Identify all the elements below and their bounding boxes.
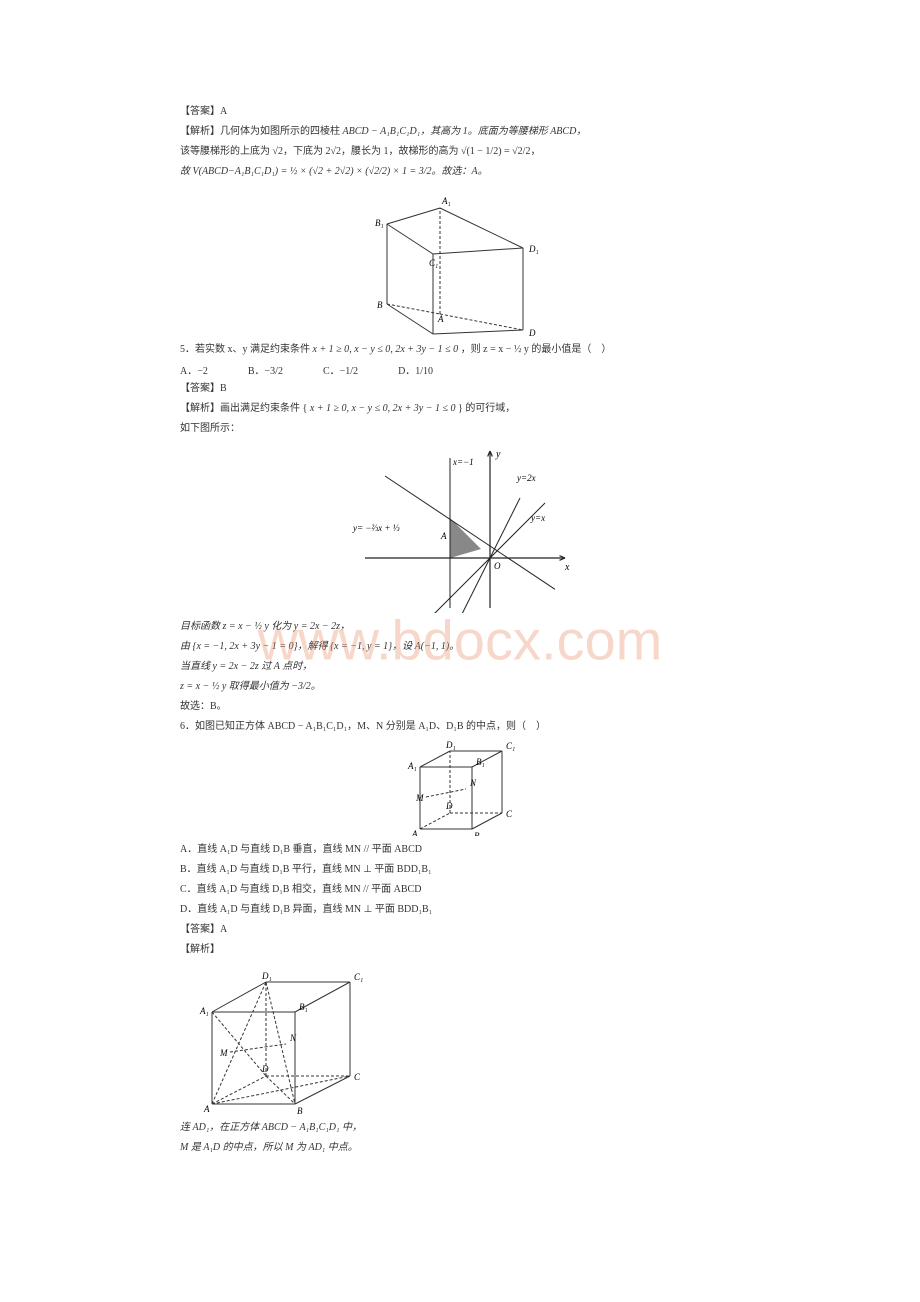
svg-text:D₁: D₁: [528, 244, 539, 254]
q5-min: z = x − ½ y 取得最小值为 −3/2。: [180, 679, 740, 695]
q5-constraint-2: 2x + 3y − 1 ≤ 0: [395, 344, 458, 355]
q4-trap-line: 该等腰梯形的上底为 √2，下底为 2√2，腰长为 1，故梯形的高为 √(1 − …: [180, 144, 740, 160]
prism-figure: ABCDA₁B₁C₁D₁: [180, 186, 740, 336]
svg-text:B₁: B₁: [299, 1002, 308, 1012]
svg-text:B: B: [377, 300, 383, 310]
svg-text:B₁: B₁: [476, 757, 485, 767]
svg-text:A: A: [203, 1104, 210, 1114]
q5-c1: x − y ≤ 0: [352, 403, 388, 414]
page: www.bdocx.com 【答案】A 【解析】几何体为如图所示的四棱柱 ABC…: [0, 0, 920, 1302]
q6-answer: 【答案】A: [180, 922, 740, 938]
q5-analysis-label: 【解析】画出满足约束条件: [180, 403, 300, 414]
q5-analysis: 【解析】画出满足约束条件 { x + 1 ≥ 0, x − y ≤ 0, 2x …: [180, 401, 740, 417]
q6-opt-c: C．直线 A₁D 与直线 D₁B 相交，直线 MN // 平面 ABCD: [180, 882, 740, 898]
svg-text:A₁: A₁: [441, 196, 451, 206]
svg-text:y=2x: y=2x: [516, 473, 536, 483]
q6-stem: 6．如图已知正方体 ABCD − A₁B₁C₁D₁，M、N 分别是 A₁D、D₁…: [180, 719, 740, 735]
svg-text:N: N: [469, 778, 477, 788]
q5-answer: 【答案】B: [180, 381, 740, 397]
q5-opt-b: B．−3/2: [248, 362, 283, 377]
svg-text:A₁: A₁: [199, 1006, 209, 1016]
svg-text:A: A: [411, 829, 418, 836]
q5-opt-c: C．−1/2: [323, 362, 358, 377]
q5-solve: 由 {x = −1, 2x + 3y − 1 = 0}，解得 {x = −1, …: [180, 639, 740, 655]
q5-stem-prefix: 5．若实数 x、y 满足约束条件: [180, 344, 310, 355]
q5-options: A．−2 B．−3/2 C．−1/2 D．1/10: [180, 362, 740, 377]
q6-opt-d: D．直线 A₁D 与直线 D₁B 异面，直线 MN ⊥ 平面 BDD₁B₁: [180, 902, 740, 918]
svg-text:C₁: C₁: [506, 741, 515, 751]
q4-prism-name: ABCD − A₁B₁C₁D₁，其高为 1。底面为等腰梯形 ABCD，: [343, 126, 587, 137]
q6-conn: 连 AD₁，在正方体 ABCD − A₁B₁C₁D₁ 中，: [180, 1120, 740, 1136]
svg-text:y= −⅔x + ⅓: y= −⅔x + ⅓: [352, 523, 400, 533]
q5-pick: 故选：B。: [180, 699, 740, 715]
svg-text:D₁: D₁: [261, 971, 272, 981]
q5-opt-a: A．−2: [180, 362, 208, 377]
cube-large-figure: A B C D A₁ B₁ C₁ D₁ M N: [190, 964, 740, 1114]
q6-opt-a: A．直线 A₁D 与直线 D₁B 垂直，直线 MN // 平面 ABCD: [180, 842, 740, 858]
svg-text:B: B: [297, 1106, 303, 1114]
q5-as-shown: 如下图所示：: [180, 421, 740, 437]
svg-text:O: O: [494, 561, 501, 571]
svg-text:B: B: [474, 831, 480, 836]
q5-opt-d: D．1/10: [398, 362, 433, 377]
svg-text:A₁: A₁: [407, 761, 417, 771]
svg-text:x=−1: x=−1: [452, 457, 474, 467]
svg-text:C: C: [354, 1072, 361, 1082]
q6-opt-b: B．直线 A₁D 与直线 D₁B 平行，直线 MN ⊥ 平面 BDD₁B₁: [180, 862, 740, 878]
q4-analysis-label: 【解析】几何体为如图所示的四棱柱: [180, 126, 340, 137]
q5-constraint-1: x − y ≤ 0: [354, 344, 390, 355]
cube-small-figure: A B C D A₁ B₁ C₁ D₁ M N: [180, 741, 740, 836]
q5-stem: 5．若实数 x、y 满足约束条件 x + 1 ≥ 0, x − y ≤ 0, 2…: [180, 342, 740, 358]
svg-text:N: N: [289, 1033, 297, 1043]
q5-c0: x + 1 ≥ 0: [310, 403, 347, 414]
q6-analysis: 【解析】: [180, 942, 740, 958]
q4-answer: 【答案】A: [180, 104, 740, 120]
svg-text:y: y: [495, 449, 501, 460]
q4-analysis: 【解析】几何体为如图所示的四棱柱 ABCD − A₁B₁C₁D₁，其高为 1。底…: [180, 124, 740, 140]
svg-text:D: D: [528, 328, 536, 336]
q5-constraint-0: x + 1 ≥ 0: [313, 344, 350, 355]
svg-text:D₁: D₁: [445, 741, 456, 750]
svg-text:y=x: y=x: [530, 513, 545, 523]
svg-text:B₁: B₁: [375, 218, 384, 228]
svg-text:M: M: [219, 1048, 228, 1058]
svg-text:x: x: [564, 562, 570, 573]
q5-analysis-suffix: 的可行域，: [465, 403, 515, 414]
svg-text:D: D: [261, 1064, 269, 1074]
q5-c2: 2x + 3y − 1 ≤ 0: [393, 403, 456, 414]
q5-target: 目标函数 z = x − ½ y 化为 y = 2x − 2z，: [180, 619, 740, 635]
q6-mid: M 是 A₁D 的中点，所以 M 为 AD₁ 中点。: [180, 1140, 740, 1156]
svg-text:C: C: [506, 809, 513, 819]
lp-figure: Ox y x=−1 y=2x y=x y= −⅔x + ⅓ A: [180, 443, 740, 613]
q5-when: 当直线 y = 2x − 2z 过 A 点时，: [180, 659, 740, 675]
svg-text:C₁: C₁: [354, 972, 363, 982]
svg-text:A: A: [440, 531, 447, 541]
svg-text:M: M: [415, 793, 424, 803]
svg-text:A: A: [437, 314, 444, 324]
q4-vol-line: 故 V(ABCD−A₁B₁C₁D₁) = ½ × (√2 + 2√2) × (√…: [180, 164, 740, 180]
svg-text:C₁: C₁: [429, 258, 438, 268]
svg-text:D: D: [445, 801, 453, 811]
q5-stem-suffix: ，则 z = x − ½ y 的最小值是（ ）: [461, 344, 612, 355]
